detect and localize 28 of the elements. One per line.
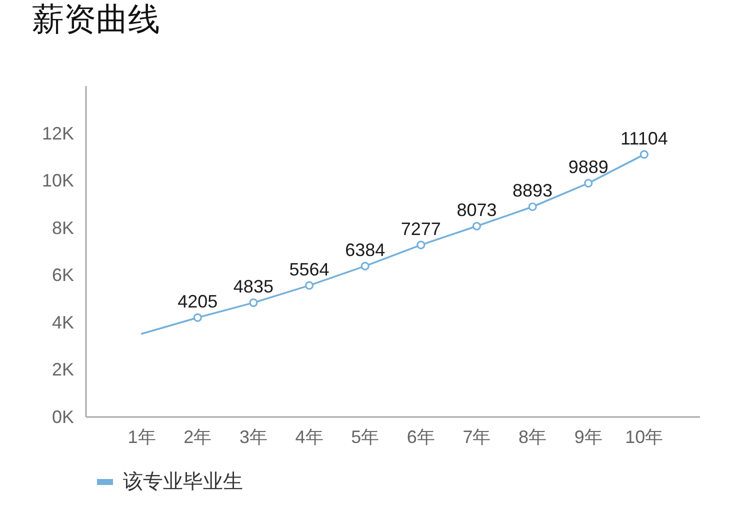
y-tick: 4K bbox=[52, 312, 74, 332]
x-tick: 1年 bbox=[128, 427, 156, 447]
y-tick: 8K bbox=[52, 218, 74, 238]
data-label: 9889 bbox=[568, 157, 608, 178]
y-tick: 6K bbox=[52, 265, 74, 286]
data-label: 7277 bbox=[400, 218, 441, 239]
x-tick: 7年 bbox=[462, 427, 491, 447]
title: 薪资曲线 bbox=[32, 1, 160, 37]
legend-label: 该专业毕业生 bbox=[123, 471, 243, 493]
x-tick: 3年 bbox=[239, 427, 268, 447]
x-tick: 5年 bbox=[351, 427, 380, 447]
x-tick: 2年 bbox=[184, 427, 212, 447]
y-tick: 12K bbox=[42, 123, 74, 144]
y-tick: 0K bbox=[52, 407, 74, 427]
data-label: 4835 bbox=[233, 276, 274, 297]
x-tick: 9年 bbox=[574, 427, 602, 447]
x-tick: 10年 bbox=[625, 427, 664, 447]
x-tick: 6年 bbox=[406, 427, 435, 447]
data-label: 11104 bbox=[620, 128, 668, 148]
data-label: 8893 bbox=[512, 180, 553, 201]
y-tick: 10K bbox=[42, 170, 74, 191]
y-tick: 2K bbox=[52, 360, 74, 380]
data-label: 4205 bbox=[178, 292, 218, 312]
x-tick: 4年 bbox=[295, 427, 324, 447]
data-label: 5564 bbox=[289, 259, 330, 280]
x-tick: 8年 bbox=[518, 427, 547, 447]
data-label: 6384 bbox=[345, 240, 386, 260]
data-label: 8073 bbox=[456, 200, 497, 220]
